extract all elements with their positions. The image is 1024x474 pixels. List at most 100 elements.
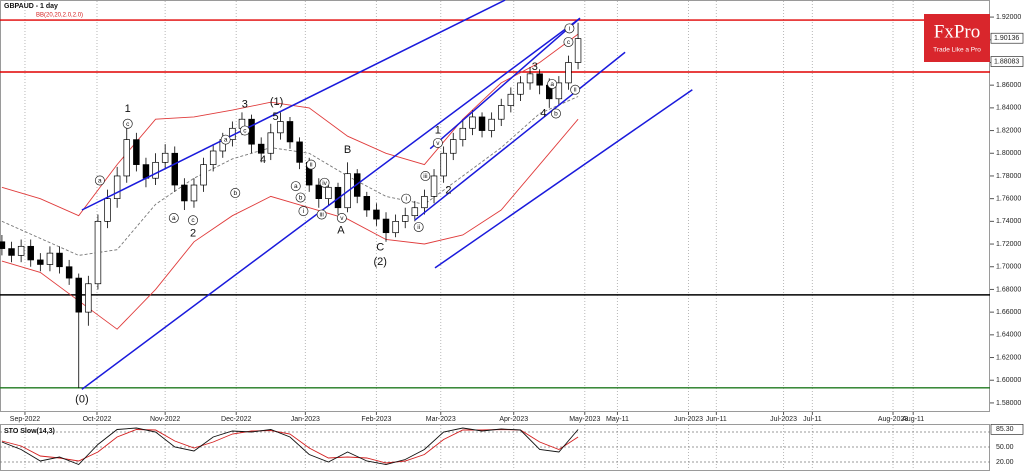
wave-label: a [98,178,102,185]
candle-body [574,38,582,63]
x-tick-label: Jan-2023 [291,416,320,423]
osc-tick-label: 20.00 [996,459,1014,466]
wave-label: a [172,215,176,222]
trendline [81,0,506,211]
candle-body [363,196,371,211]
wave-label: ii [310,162,313,169]
x-tick-label: May-2023 [569,416,600,423]
wave-label: 1 [435,124,441,136]
wave-label: (1) [270,96,283,108]
chart-title: GBPAUD - 1 day [4,3,58,10]
candle-body [113,175,121,200]
wave-label: v [340,215,344,222]
x-tick-label: Oct-2022 [83,416,112,423]
wave-label: i [303,208,304,215]
osc-lines [1,427,579,466]
x-tick-label: Dec-2022 [221,416,251,423]
x-tick-label: May-11 [606,416,629,423]
y-tick-label: 1.58000 [996,400,1021,407]
wave-circle [336,212,347,223]
candle-body [46,252,54,265]
x-tick-label: Jun-2023 [674,416,703,423]
wave-label: 3 [242,98,248,110]
wave-label: iv [322,180,327,187]
candle-body [17,245,25,256]
grid [24,1,914,470]
wave-label: b [554,111,558,118]
wave-label: 2 [190,228,196,240]
y-tick-label: 1.68000 [996,286,1021,293]
wave-label: 4 [540,107,546,119]
candle-body [277,121,284,134]
y-tick-label: 1.74000 [996,218,1021,225]
logo-box [924,14,990,62]
plot-frame [0,0,990,412]
wave-label: v [436,140,440,147]
wave-label: 1 [125,103,131,115]
wave-circle [122,118,133,129]
wave-label: c [191,217,195,224]
wave-label: 5 [273,111,279,123]
levels [0,19,990,389]
wave-label: iii [423,173,427,180]
y-tick-label: 1.86000 [996,82,1021,89]
wave-label: c [126,121,130,128]
candle-body [325,186,332,200]
wave-circle [230,188,241,198]
wave-circle [290,181,301,192]
candle-body [94,220,102,285]
candle-body [392,220,399,234]
bollinger-bands [1,33,579,330]
candle-body [37,259,44,265]
wave-circle [306,159,317,170]
osc-current: 85.30 [996,426,1014,433]
osc-d-line [1,429,579,464]
axes: 1.920001.900001.880001.860001.840001.820… [10,14,1024,423]
y-tick-label: 1.72000 [996,241,1021,248]
price-tag-box [990,56,1024,67]
bollinger-middle [1,96,579,256]
x-tick-label: Jul-11 [803,416,822,423]
candle-body [209,150,217,165]
wave-label: i [569,25,570,32]
candle-body [286,121,294,143]
osc-current-box [990,424,1024,435]
osc-tick-label: 50.00 [996,444,1014,451]
x-tick-label: Apr-2023 [499,416,528,423]
x-tick-label: Sep-2022 [10,416,40,423]
y-tick-label: 1.82000 [996,127,1021,134]
wave-label: b [299,195,303,202]
candle-body [171,152,178,186]
candle-body [56,252,63,268]
logo: FxPro Trade Like a Pro [924,14,990,62]
wave-circle [563,37,574,47]
wave-circle [239,125,250,136]
wave-label: (0) [75,393,88,405]
candle-body [296,141,303,163]
wave-circle [316,209,327,220]
wave-circle [168,212,179,223]
x-tick-label: Mar-2023 [426,416,456,423]
logo-tagline: Trade Like a Pro [933,47,981,54]
wave-label: C [376,241,384,253]
wave-circle [547,79,558,89]
wave-circle [551,108,561,119]
indicator-label: BB(20,20,2.0,2.0) [36,13,83,19]
candle-body [267,132,275,154]
candle-body [498,105,505,120]
candle-body [536,73,543,86]
candle-body [75,277,82,313]
wave-label: b [233,190,237,197]
wave-label: c [243,128,247,135]
candle-body [161,152,169,163]
candle-body [334,186,342,209]
wave-circle [220,134,231,145]
x-tick-label: Jun-11 [706,416,727,423]
wave-circle [298,206,309,217]
candle-body [555,82,563,100]
price-tag: 1.90136 [994,35,1019,42]
candle-body [488,118,495,131]
